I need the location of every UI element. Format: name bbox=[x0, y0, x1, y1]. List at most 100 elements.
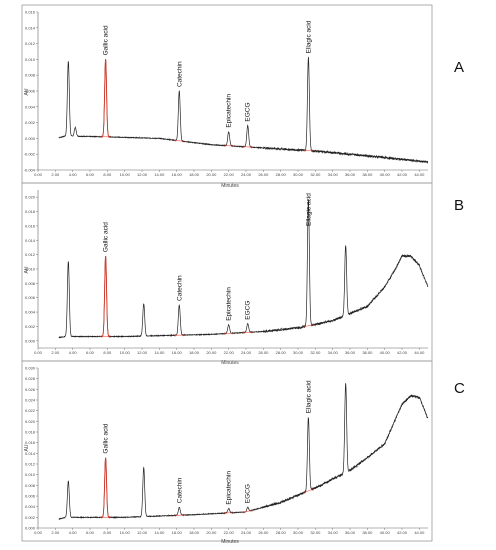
integration-marker-B bbox=[250, 331, 253, 334]
peak-label-epicatechin-C: Epicatechin bbox=[226, 471, 233, 505]
x-tick-label-C: 40.00 bbox=[380, 530, 391, 535]
integration-marker-A bbox=[108, 135, 111, 138]
integration-marker-C bbox=[182, 513, 185, 517]
integration-marker-A bbox=[250, 146, 253, 149]
x-tick-label-C: 2.00 bbox=[51, 530, 60, 535]
y-tick-label-C: 0.028 bbox=[25, 376, 36, 381]
x-tick-label-C: 44.00 bbox=[414, 530, 425, 535]
y-tick-label-A: 0.016 bbox=[25, 10, 36, 15]
x-tick-label-C: 20.00 bbox=[206, 530, 217, 535]
x-tick-label-C: 42.00 bbox=[397, 530, 408, 535]
integration-marker-A bbox=[303, 149, 306, 152]
y-tick-label-B: 0.018 bbox=[25, 209, 36, 214]
peak-label-catechin-B: Catechin bbox=[176, 275, 183, 301]
integration-marker-B bbox=[303, 325, 306, 328]
y-tick-label-B: 0.010 bbox=[25, 267, 36, 272]
peak-label-gallic-acid-A: Gallic acid bbox=[103, 25, 110, 55]
integration-marker-A bbox=[174, 139, 177, 142]
x-tick-label-B: 16.00 bbox=[172, 350, 183, 355]
x-tick-label-A: 8.00 bbox=[103, 172, 112, 177]
integration-marker-C bbox=[303, 491, 306, 494]
y-tick-label-C: 0.024 bbox=[25, 398, 36, 403]
peak-label-ellagic-acid-B: Ellagic acid bbox=[305, 193, 312, 226]
x-tick-label-B: 38.00 bbox=[362, 350, 373, 355]
y-tick-label-A: 0.008 bbox=[25, 73, 36, 78]
y-tick-label-C: 0.016 bbox=[25, 440, 36, 445]
integration-marker-C bbox=[174, 514, 177, 517]
x-tick-label-C: 4.00 bbox=[69, 530, 78, 535]
x-tick-label-B: 2.00 bbox=[51, 350, 60, 355]
peak-label-catechin-A: Catechin bbox=[176, 61, 183, 87]
y-tick-label-B: 0.002 bbox=[25, 324, 36, 329]
y-tick-label-C: 0.020 bbox=[25, 419, 36, 424]
x-tick-label-B: 6.00 bbox=[86, 350, 95, 355]
x-tick-label-C: 28.00 bbox=[276, 530, 287, 535]
integration-marker-B bbox=[100, 335, 103, 338]
y-tick-label-C: 0.004 bbox=[25, 504, 36, 509]
integration-marker-A bbox=[182, 140, 185, 143]
x-tick-label-C: 34.00 bbox=[328, 530, 339, 535]
integration-marker-C bbox=[223, 511, 226, 515]
y-tick-label-A: 0.006 bbox=[25, 89, 36, 94]
x-tick-label-B: 10.00 bbox=[120, 350, 131, 355]
x-axis-label-A: Minutes bbox=[221, 183, 239, 189]
y-tick-label-A: 0.012 bbox=[25, 41, 36, 46]
integration-marker-C bbox=[108, 516, 111, 519]
x-tick-label-B: 26.00 bbox=[258, 350, 269, 355]
y-tick-label-C: 0.022 bbox=[25, 408, 36, 413]
peak-label-gallic-acid-C: Gallic acid bbox=[103, 423, 110, 453]
x-tick-label-B: 18.00 bbox=[189, 350, 200, 355]
integration-marker-C bbox=[100, 516, 103, 519]
y-tick-label-B: 0.006 bbox=[25, 295, 36, 300]
x-tick-label-A: 28.00 bbox=[276, 172, 287, 177]
y-tick-label-A: 0.002 bbox=[25, 120, 36, 125]
y-axis-label-B: AU bbox=[24, 266, 30, 273]
x-tick-label-B: 20.00 bbox=[206, 350, 217, 355]
x-tick-label-A: 42.00 bbox=[397, 172, 408, 177]
integration-marker-A bbox=[100, 135, 103, 138]
y-tick-label-A: -0.004 bbox=[24, 168, 36, 173]
y-tick-label-A: 0.004 bbox=[25, 104, 36, 109]
y-tick-label-B: 0.016 bbox=[25, 223, 36, 228]
integration-marker-A bbox=[223, 144, 226, 147]
y-tick-label-C: 0.006 bbox=[25, 494, 36, 499]
x-tick-label-B: 8.00 bbox=[103, 350, 112, 355]
y-tick-label-B: 0.004 bbox=[25, 310, 36, 315]
x-tick-label-B: 14.00 bbox=[154, 350, 165, 355]
panel-C: AU Minutes C 0.000 0.002 0.004 0.006 0.008 0.… bbox=[21, 360, 465, 545]
x-axis-label-C: Minutes bbox=[221, 539, 239, 545]
y-tick-label-C: 0.008 bbox=[25, 483, 36, 488]
x-tick-label-A: 16.00 bbox=[172, 172, 183, 177]
integration-marker-C bbox=[311, 488, 314, 491]
panel-letter-A: A bbox=[454, 59, 464, 76]
x-tick-label-B: 12.00 bbox=[137, 350, 148, 355]
peak-highlight-B bbox=[101, 255, 110, 337]
y-tick-label-B: 0.020 bbox=[25, 195, 36, 200]
x-tick-label-A: 22.00 bbox=[224, 172, 235, 177]
x-tick-label-C: 24.00 bbox=[241, 530, 252, 535]
x-tick-label-A: 24.00 bbox=[241, 172, 252, 177]
integration-marker-A bbox=[311, 149, 314, 152]
x-tick-label-B: 32.00 bbox=[310, 350, 321, 355]
panel-A: AU Minutes A -0.004-0.0020.0000.0020.004… bbox=[21, 4, 464, 189]
x-tick-label-A: 26.00 bbox=[258, 172, 269, 177]
peak-label-egcg-A: EGCG bbox=[245, 102, 252, 121]
y-tick-label-C: 0.012 bbox=[25, 462, 36, 467]
x-tick-label-C: 32.00 bbox=[310, 530, 321, 535]
x-tick-label-C: 36.00 bbox=[345, 530, 356, 535]
x-tick-label-B: 34.00 bbox=[328, 350, 339, 355]
y-tick-label-A: 0.014 bbox=[25, 25, 36, 30]
peak-label-egcg-C: EGCG bbox=[245, 484, 252, 503]
x-tick-label-B: 0.00 bbox=[34, 350, 43, 355]
peak-label-egcg-B: EGCG bbox=[245, 301, 252, 320]
peak-label-catechin-C: Catechin bbox=[176, 477, 183, 503]
x-tick-label-A: 36.00 bbox=[345, 172, 356, 177]
y-tick-label-C: 0.026 bbox=[25, 387, 36, 392]
y-axis-label-A: AU bbox=[24, 88, 30, 95]
y-tick-label-C: 0.030 bbox=[25, 366, 36, 371]
x-tick-label-C: 18.00 bbox=[189, 530, 200, 535]
x-tick-label-B: 36.00 bbox=[345, 350, 356, 355]
x-tick-label-C: 6.00 bbox=[86, 530, 95, 535]
panel-frame-C bbox=[21, 360, 433, 542]
